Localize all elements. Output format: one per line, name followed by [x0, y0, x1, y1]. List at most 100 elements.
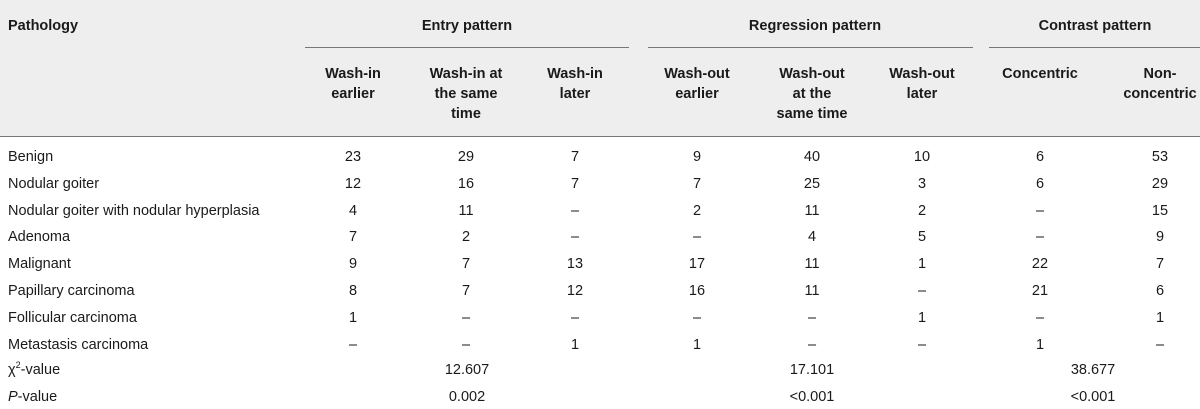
contrast-pattern-rule	[989, 47, 1200, 48]
table-cell: 5	[917, 229, 927, 246]
table-cell: 11	[804, 202, 820, 219]
row-label: Metastasis carcinoma	[8, 336, 149, 353]
column-header-line: concentric	[1123, 86, 1197, 102]
table-cell: 1	[917, 309, 927, 326]
table-cell: 6	[1155, 283, 1165, 299]
table-cell: –	[1155, 336, 1165, 353]
column-header-line: Wash-out	[889, 66, 955, 82]
table-cell: –	[570, 309, 580, 326]
column-header-4: Wash-out earlier	[664, 64, 730, 104]
column-header-line: same time	[776, 106, 848, 122]
table-cell: 6	[1035, 175, 1045, 192]
table-cell: 2	[917, 202, 927, 219]
chi-value-contrast: 38.677	[1070, 362, 1116, 378]
table-cell: 1	[1155, 309, 1165, 326]
p-value-entry: 0.002	[448, 389, 486, 405]
table-cell: 12	[344, 175, 362, 192]
column-header-line: at the	[792, 86, 832, 102]
column-header-line: Wash-in at	[429, 66, 503, 82]
table-cell: 15	[1151, 202, 1169, 219]
table-cell: 7	[461, 256, 471, 273]
row-label: Benign	[8, 149, 54, 165]
column-header-3: Wash-in later	[547, 64, 603, 104]
table-cell: 7	[461, 283, 471, 299]
column-header-line: later	[906, 86, 938, 102]
table-cell: 4	[348, 202, 358, 219]
table-cell: –	[348, 336, 358, 353]
table-cell: 21	[1031, 283, 1049, 299]
column-header-line: Wash-in	[325, 66, 381, 82]
row-label: Follicular carcinoma	[8, 309, 137, 326]
table-cell: 1	[348, 309, 358, 326]
pathology-header: Pathology	[8, 18, 79, 34]
column-header-line: Concentric	[1002, 66, 1078, 82]
p-value-regression: <0.001	[789, 389, 835, 405]
column-header-line: Wash-in	[547, 66, 603, 82]
chi-value-regression: 17.101	[789, 362, 835, 378]
row-label: Nodular goiter	[8, 175, 100, 192]
column-header-line: later	[559, 86, 591, 102]
table-cell: –	[917, 336, 927, 353]
p-value-label: P-value	[8, 389, 58, 405]
table-cell: 11	[458, 202, 474, 219]
table-cell: 7	[348, 229, 358, 246]
table-cell: 22	[1031, 256, 1049, 273]
table-cell: 23	[344, 149, 362, 165]
contrast-pattern-header: Contrast pattern	[1038, 18, 1152, 34]
table-cell: –	[1035, 309, 1045, 326]
table-cell: 1	[1035, 336, 1045, 353]
column-header-line: time	[451, 106, 481, 122]
table-cell: –	[570, 229, 580, 246]
column-header-line: earlier	[331, 86, 375, 102]
table-cell: 12	[566, 283, 584, 299]
table-header-band	[0, 0, 1200, 136]
table-cell: 6	[1035, 149, 1045, 165]
column-header-1: Wash-in earlier	[325, 64, 381, 104]
row-label: Papillary carcinoma	[8, 283, 135, 299]
table-cell: 9	[1155, 229, 1165, 246]
regression-pattern-header: Regression pattern	[748, 18, 882, 34]
column-header-line: Wash-out	[664, 66, 730, 82]
table-cell: 25	[803, 175, 821, 192]
row-label: Adenoma	[8, 229, 71, 246]
table-cell: 17	[688, 256, 706, 273]
table-cell: 53	[1151, 149, 1169, 165]
column-header-8: Non-concentric	[1123, 64, 1196, 104]
chi-value-entry: 12.607	[444, 362, 490, 378]
chi-value-label: χ2-value	[8, 360, 61, 379]
header-bottom-rule	[0, 136, 1200, 137]
table-cell: 40	[803, 149, 821, 165]
row-label: Malignant	[8, 256, 71, 273]
column-header-7: Concentric	[1002, 64, 1078, 84]
table-cell: 1	[692, 336, 702, 353]
column-header-line: the same	[434, 86, 498, 102]
table-cell: 8	[348, 283, 358, 299]
table-cell: 16	[688, 283, 706, 299]
table-cell: 10	[913, 149, 931, 165]
table-cell: 2	[461, 229, 471, 246]
table-cell: 1	[570, 336, 580, 353]
table-cell: –	[461, 309, 471, 326]
table-cell: 7	[570, 175, 580, 192]
table-cell: 3	[917, 175, 927, 192]
column-header-line: Non-	[1143, 66, 1177, 82]
table-cell: 9	[348, 256, 358, 273]
table-cell: –	[1035, 229, 1045, 246]
table-cell: –	[461, 336, 471, 353]
column-header-line: Wash-out	[779, 66, 845, 82]
table-cell: 13	[566, 256, 584, 273]
table-cell: –	[807, 336, 817, 353]
table-cell: 9	[692, 149, 702, 165]
table-cell: 7	[570, 149, 580, 165]
table-cell: 7	[692, 175, 702, 192]
table-cell: –	[1035, 202, 1045, 219]
column-header-line: earlier	[675, 86, 719, 102]
table-cell: –	[570, 202, 580, 219]
table-cell: 29	[457, 149, 475, 165]
table-cell: 4	[807, 229, 817, 246]
table-cell: 11	[804, 283, 820, 299]
table-cell: –	[692, 309, 702, 326]
column-header-6: Wash-out later	[889, 64, 955, 104]
table-cell: 2	[692, 202, 702, 219]
column-header-2: Wash-in at the same time	[430, 64, 503, 124]
